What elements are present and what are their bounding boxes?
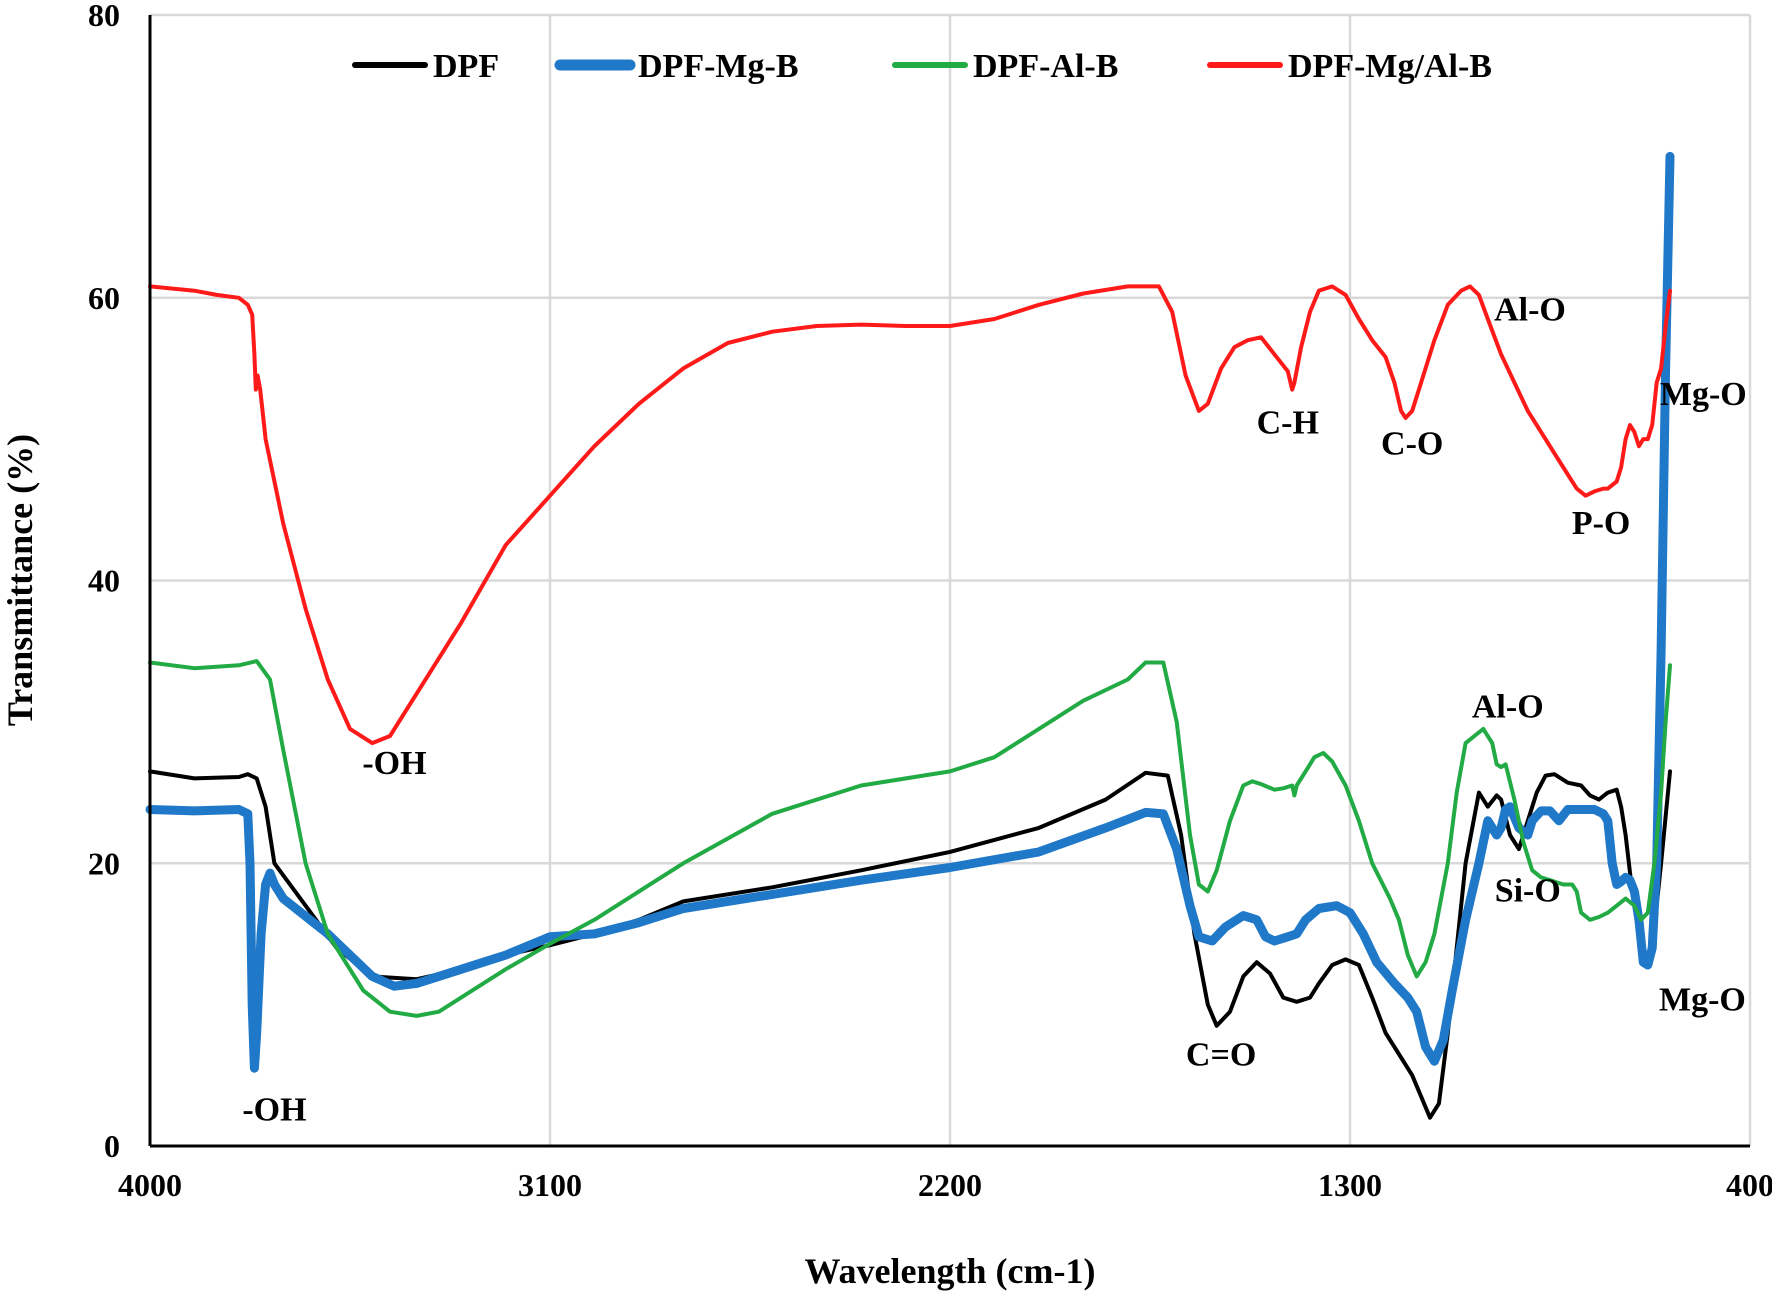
annotation-label: -OH <box>242 1092 306 1129</box>
annotation-layer: -OH -OH C=O C-H C-O Al-O Mg-O P-O Al-O Si-O Mg-O <box>242 291 1746 1128</box>
y-tick-label: 80 <box>88 0 120 33</box>
series-line-4 <box>148 284 1672 746</box>
series-line-1 <box>148 769 1672 1120</box>
legend: DPF DPF-Mg-B DPF-Al-B DPF-Mg/Al-B <box>352 48 1492 85</box>
annotation-label: Al-O <box>1494 291 1566 328</box>
annotation-label: C=O <box>1186 1036 1256 1073</box>
annotation-label: P-O <box>1572 505 1631 542</box>
annotation-label: Al-O <box>1472 689 1544 726</box>
x-tick-label: 4000 <box>118 1167 182 1203</box>
x-axis-title: Wavelength (cm-1) <box>805 1251 1096 1291</box>
x-tick-label: 3100 <box>518 1167 582 1203</box>
annotation-label: Mg-O <box>1659 981 1746 1018</box>
legend-label: DPF-Mg/Al-B <box>1288 48 1492 85</box>
annotation-label: Si-O <box>1495 872 1561 909</box>
legend-label: DPF-Al-B <box>973 48 1118 85</box>
annotation-label: C-H <box>1257 404 1319 441</box>
annotation-label: -OH <box>362 745 426 782</box>
legend-label: DPF <box>433 48 499 85</box>
tick-layer: 0 20 40 60 80 4000 3100 2200 1300 400 <box>88 0 1772 1203</box>
series-line-2 <box>145 151 1675 1073</box>
y-tick-label: 0 <box>104 1128 120 1164</box>
y-axis-title: Transmittance (%) <box>0 434 40 726</box>
y-tick-label: 40 <box>88 563 120 599</box>
x-tick-label: 400 <box>1726 1167 1772 1203</box>
annotation-label: Mg-O <box>1660 376 1747 413</box>
legend-label: DPF-Mg-B <box>638 48 799 85</box>
y-tick-label: 20 <box>88 845 120 881</box>
x-tick-label: 2200 <box>918 1167 982 1203</box>
axis-layer <box>148 15 1750 1148</box>
series-layer <box>145 151 1675 1120</box>
y-tick-label: 60 <box>88 280 120 316</box>
annotation-label: C-O <box>1381 426 1443 463</box>
x-tick-label: 1300 <box>1318 1167 1382 1203</box>
series-line-3 <box>148 659 1672 1018</box>
